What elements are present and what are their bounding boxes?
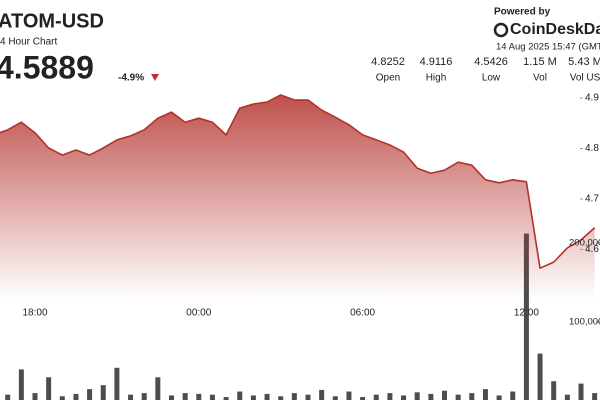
volume-bar <box>319 389 325 400</box>
volume-bar <box>114 367 120 400</box>
volume-bar <box>469 393 475 400</box>
volume-bar <box>455 394 461 400</box>
volume-bar <box>496 395 502 400</box>
y-tick-label: 4.6 <box>585 244 599 255</box>
last-price: 4.5889 <box>0 49 94 85</box>
x-tick-label: 18:00 <box>22 308 47 319</box>
y2-tick-label: 200,000 <box>569 238 600 249</box>
x-tick-label: 06:00 <box>350 308 375 319</box>
volume-bar <box>196 393 202 400</box>
down-arrow <box>151 74 159 81</box>
y-tick-label: 4.9 <box>585 93 599 104</box>
volume-bar <box>100 385 106 400</box>
volume-bar <box>5 394 11 400</box>
volume-bar <box>578 383 584 400</box>
volume-bar <box>346 391 352 400</box>
volume-bar <box>360 397 366 400</box>
volume-bar <box>128 394 134 400</box>
volume-bar <box>73 393 79 400</box>
volume-bar <box>332 396 338 400</box>
volume-bar <box>537 353 543 400</box>
x-tick-label: 00:00 <box>186 308 211 319</box>
volume-bar <box>250 395 256 400</box>
volume-bar <box>523 233 529 400</box>
stat-value: 5.43 M <box>568 56 600 68</box>
chart-title: ATOM-USD <box>0 10 104 32</box>
brand-logo <box>493 22 509 38</box>
volume-bar <box>387 393 393 400</box>
volume-bar <box>18 369 24 400</box>
price-line <box>0 94 596 269</box>
volume-bar <box>46 377 52 400</box>
stat-value: 1.15 M <box>523 56 557 68</box>
volume-bar <box>223 397 229 400</box>
volume-bar <box>237 391 243 400</box>
volume-bar <box>87 389 93 400</box>
volume-bar <box>169 395 174 400</box>
volume-bar <box>564 394 570 400</box>
y-tick-label: 4.8 <box>585 143 599 154</box>
volume-bar <box>428 393 434 400</box>
volume-bar <box>482 389 488 400</box>
volume-bar <box>141 393 147 400</box>
volume-bar <box>155 377 161 400</box>
y2-tick-label: 100,000 <box>569 317 600 328</box>
price-area <box>0 94 595 300</box>
stat-label: Low <box>482 73 501 84</box>
volume-bar <box>32 393 38 400</box>
volume-bar <box>209 394 215 400</box>
plot <box>0 94 598 400</box>
brand: CoinDeskDat <box>510 21 600 38</box>
volume-bar <box>592 393 598 400</box>
stat-label: Vol <box>533 73 547 84</box>
y-tick-label: 4.7 <box>585 194 599 205</box>
volume-bar <box>510 391 516 400</box>
volume-bar <box>182 393 188 400</box>
stat-label: Open <box>376 73 400 84</box>
volume-bar <box>414 392 420 400</box>
volume-bar <box>59 396 65 400</box>
volume-bar <box>373 394 379 400</box>
stat-value: 4.9116 <box>420 56 453 68</box>
volume-bar <box>291 393 297 400</box>
volume-bar <box>551 381 557 400</box>
volume-bar <box>278 396 284 400</box>
volume-bar <box>305 394 311 400</box>
volume-bar <box>264 393 270 400</box>
stat-label: High <box>426 73 447 84</box>
change: -4.9% <box>118 73 144 84</box>
brand-prefix: Powered by <box>494 7 551 18</box>
stats: 4.8252 Open 4.9116 High 4.5426 Low 1.15 M Vol 5.… <box>371 56 600 84</box>
timestamp: 14 Aug 2025 15:47 (GMT <box>496 42 600 53</box>
x-tick-label: 12:00 <box>514 308 539 319</box>
stat-label: Vol US <box>570 73 600 84</box>
stat-value: 4.8252 <box>371 56 405 68</box>
stat-value: 4.5426 <box>474 56 508 68</box>
chart-subtitle: 4 Hour Chart <box>0 37 57 48</box>
volume-bar <box>442 390 447 400</box>
volume-bar <box>401 395 407 400</box>
